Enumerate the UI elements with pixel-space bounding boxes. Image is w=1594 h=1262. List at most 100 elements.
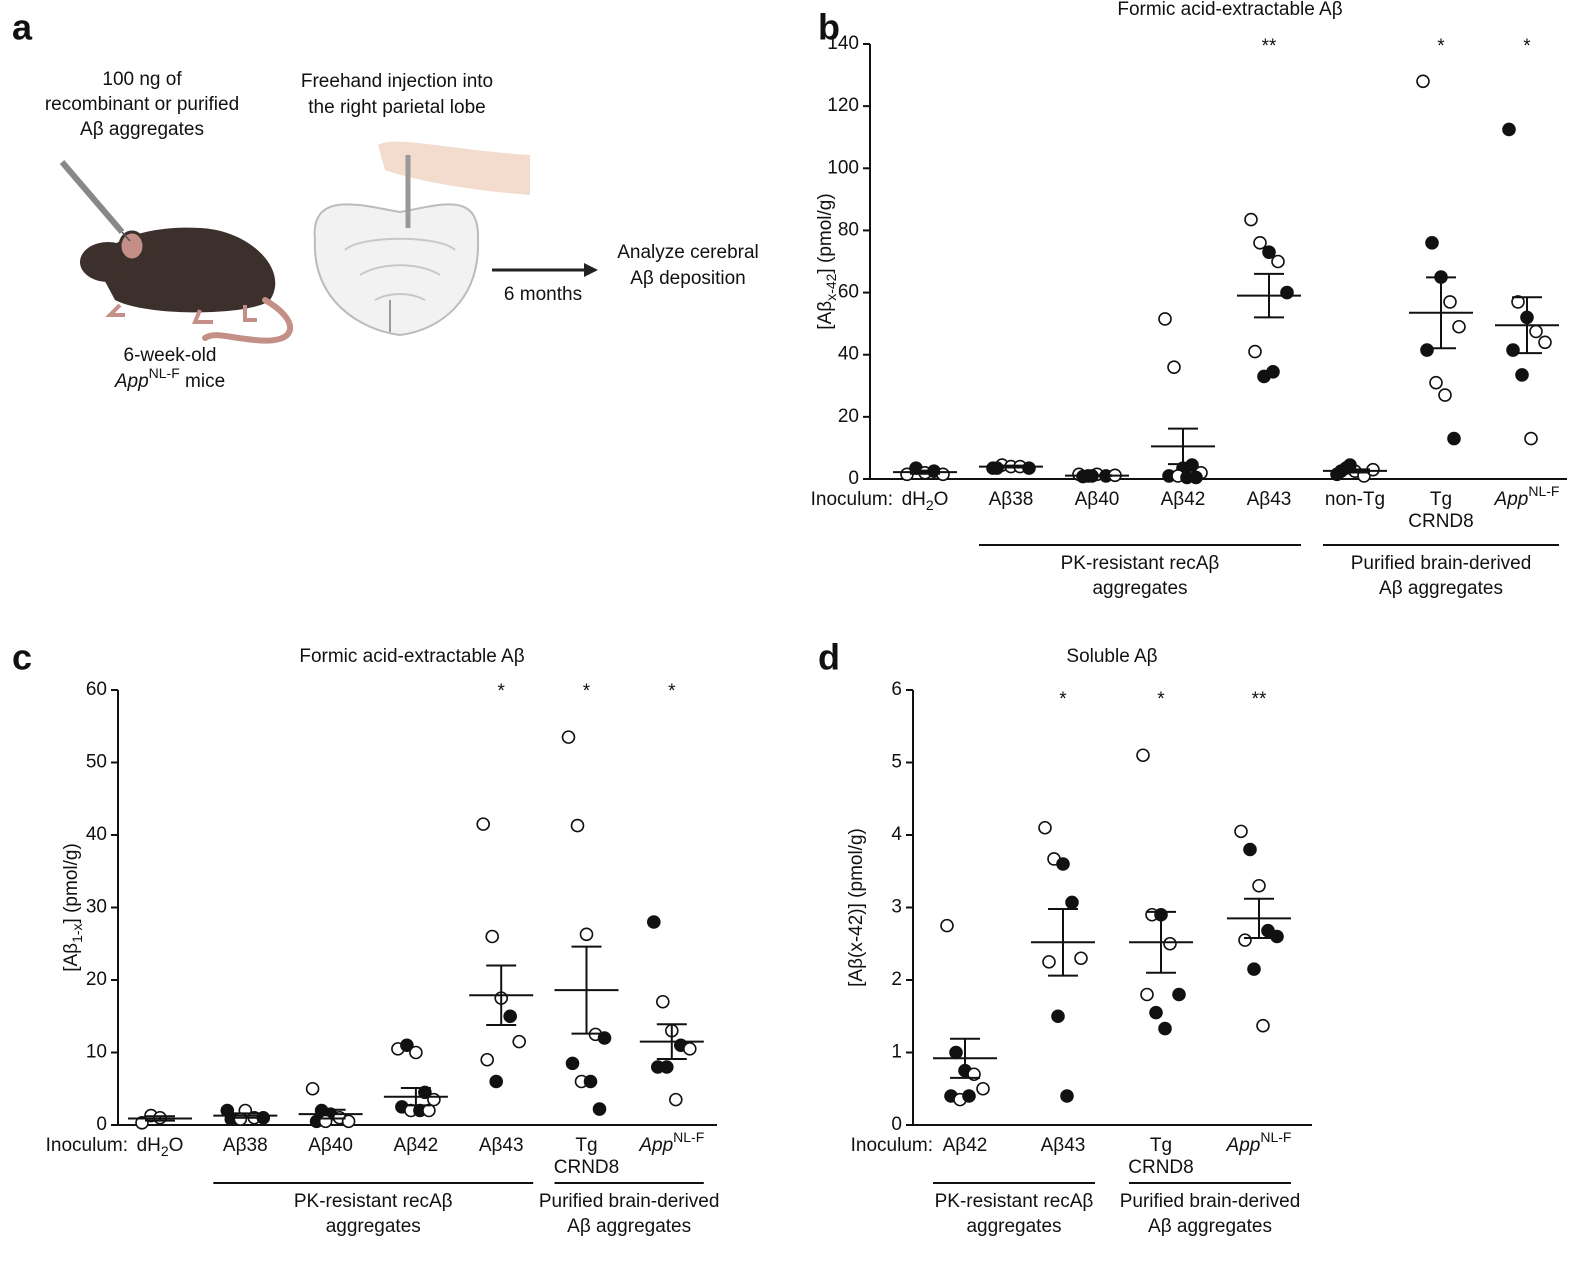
- significance-label: *: [1157, 689, 1165, 710]
- data-point: [1244, 212, 1258, 227]
- arrow-head: [584, 263, 598, 277]
- x-tick-label: Aβ43: [1247, 489, 1292, 510]
- x-tick-label: Aβ43: [1041, 1135, 1086, 1156]
- schematic-label-part: 6-week-old: [124, 345, 217, 366]
- x-tick-label: Aβ38: [223, 1135, 268, 1156]
- x-tick-label: Aβ42: [1161, 489, 1206, 510]
- group-label: Aβ aggregates: [567, 1216, 691, 1237]
- data-point: [1051, 1009, 1065, 1024]
- y-tick-label: 60: [86, 679, 107, 700]
- data-point: [1234, 824, 1248, 839]
- data-point: [1529, 324, 1543, 339]
- y-tick-label: 3: [891, 897, 902, 918]
- x-tick-label-part: CRND8: [1408, 511, 1473, 532]
- mouse-ear: [118, 230, 146, 262]
- syringe: [59, 160, 125, 234]
- y-tick-label: 0: [96, 1114, 107, 1135]
- x-tick-label-part: Aβ38: [223, 1135, 268, 1156]
- y-axis-label-part: [Aβ: [815, 301, 836, 330]
- y-axis-label-part: x-42: [823, 273, 839, 300]
- x-tick-label-part: O: [934, 489, 949, 510]
- chart-title: Soluble Aβ: [1066, 646, 1157, 667]
- panel-label: a: [12, 7, 33, 48]
- y-tick-label: 2: [891, 969, 902, 990]
- y-tick-label: 4: [891, 824, 902, 845]
- data-point: [1256, 1018, 1270, 1033]
- x-tick-label: Tg CRND8: [554, 1135, 619, 1178]
- y-tick-label: 5: [891, 752, 902, 773]
- data-point: [400, 1038, 414, 1053]
- schematic-label: the right parietal lobe: [308, 97, 485, 118]
- data-point: [1158, 312, 1172, 326]
- y-tick-label: 50: [86, 752, 107, 773]
- data-point: [1158, 1021, 1172, 1036]
- data-point: [1149, 1005, 1163, 1020]
- y-tick-label: 40: [86, 824, 107, 845]
- x-tick-label-part: Aβ38: [989, 489, 1034, 510]
- data-point: [1042, 955, 1056, 969]
- data-point: [418, 1085, 432, 1100]
- data-point: [565, 1056, 580, 1071]
- x-tick-label: Aβ43: [479, 1135, 524, 1156]
- x-tick-label: non-Tg: [1325, 489, 1385, 510]
- data-point: [489, 1074, 504, 1089]
- schematic-label-part: App: [114, 371, 149, 392]
- group-label: Purified brain-derived: [1351, 553, 1532, 574]
- x-tick-label-part: Tg: [1430, 489, 1452, 510]
- x-tick-label-part: Aβ43: [479, 1135, 524, 1156]
- y-tick-label: 1: [891, 1042, 902, 1063]
- hand: [378, 141, 530, 195]
- x-tick-label-part: NL-F: [673, 1129, 704, 1145]
- x-tick-label-part: CRND8: [1128, 1157, 1193, 1178]
- group-label: Purified brain-derived: [539, 1191, 720, 1212]
- y-tick-label: 140: [827, 33, 859, 54]
- x-tick-label: dH2O: [137, 1135, 184, 1159]
- data-point: [1056, 857, 1070, 871]
- x-tick-label-part: Aβ43: [1247, 489, 1292, 510]
- data-point: [476, 817, 491, 831]
- y-tick-label: 80: [838, 219, 859, 240]
- data-point: [1452, 319, 1466, 334]
- data-point: [503, 1009, 518, 1024]
- data-point: [1425, 236, 1439, 250]
- x-tick-label-part: Aβ40: [308, 1135, 353, 1156]
- brain-section: [313, 203, 480, 337]
- mouse-tail: [202, 297, 294, 344]
- schematic-label: Analyze cerebral: [617, 242, 759, 263]
- x-tick-label: Aβ38: [989, 489, 1034, 510]
- x-tick-label: Aβ40: [308, 1135, 353, 1156]
- data-point: [579, 927, 594, 942]
- y-axis-label-part: ] (pmol/g): [815, 193, 836, 273]
- schematic-drawing: [59, 141, 598, 344]
- data-point: [940, 918, 954, 933]
- x-tick-label: Aβ40: [1075, 489, 1120, 510]
- data-point: [976, 1081, 990, 1096]
- mouse-feet: [105, 303, 257, 324]
- data-point: [1538, 335, 1552, 350]
- data-point: [659, 1060, 674, 1074]
- data-point: [1253, 236, 1267, 250]
- data-point: [655, 994, 670, 1009]
- significance-label: **: [1252, 689, 1267, 710]
- data-point: [1167, 360, 1181, 374]
- data-point: [962, 1089, 976, 1103]
- x-tick-label-part: CRND8: [554, 1157, 619, 1178]
- y-axis-label-part: [Aβ(x-42)] (pmol/g): [846, 828, 867, 987]
- y-tick-label: 120: [827, 95, 859, 116]
- data-point: [1429, 375, 1443, 390]
- data-point: [1447, 431, 1461, 446]
- x-tick-label: AppNL-F: [638, 1129, 704, 1156]
- x-tick-label-part: Aβ42: [943, 1135, 988, 1156]
- significance-label: *: [1437, 36, 1445, 57]
- data-point: [1270, 929, 1284, 944]
- data-point: [949, 1045, 963, 1060]
- y-tick-label: 20: [838, 406, 859, 427]
- data-point: [1438, 388, 1452, 402]
- y-tick-label: 60: [838, 282, 859, 303]
- x-tick-label: Aβ42: [394, 1135, 439, 1156]
- data-point: [1416, 74, 1430, 89]
- x-tick-label-part: NL-F: [1528, 483, 1559, 499]
- x-tick-label-part: non-Tg: [1325, 489, 1385, 510]
- y-tick-label: 30: [86, 897, 107, 918]
- group-label: aggregates: [966, 1216, 1061, 1237]
